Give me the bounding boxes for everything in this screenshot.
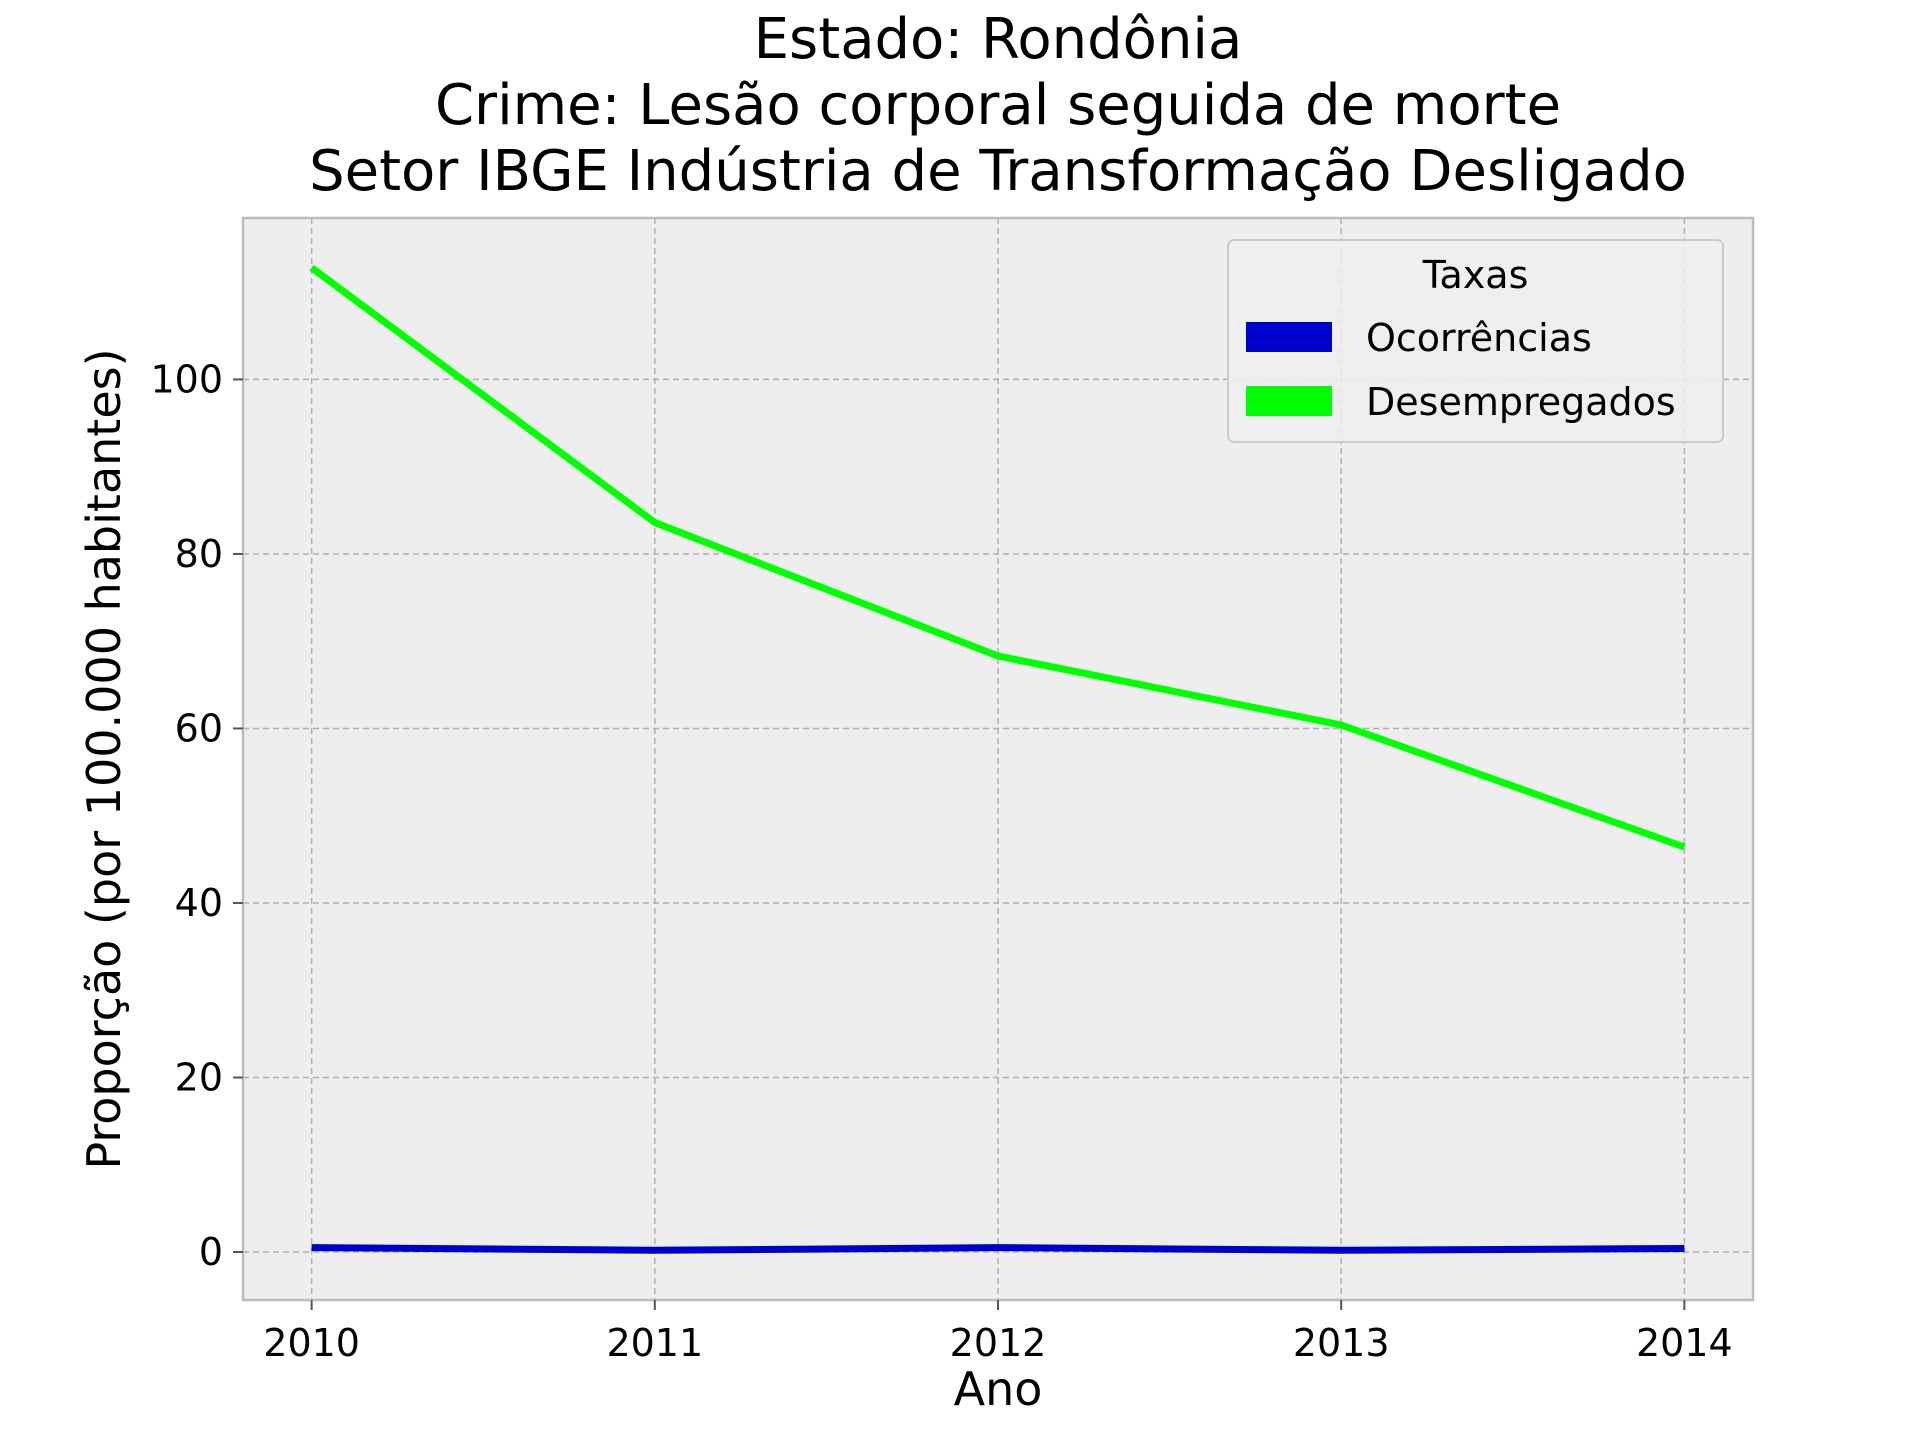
x-tick-label-2014: 2014 xyxy=(1636,1321,1733,1365)
legend-swatch-ocorrencias xyxy=(1246,322,1332,352)
x-axis-ticks: 2010 2011 2012 2013 2014 xyxy=(263,1300,1733,1365)
grid-lines xyxy=(243,218,1753,1300)
y-axis-ticks: 0 20 40 60 80 100 xyxy=(150,357,243,1274)
legend-box xyxy=(1227,239,1724,443)
series-line-ocorrencias xyxy=(311,1244,1685,1254)
legend-title: Taxas xyxy=(1422,253,1529,297)
legend-label-desempregados: Desempregados xyxy=(1366,380,1676,424)
chart-title-line-2: Crime: Lesão corporal seguida de morte xyxy=(435,73,1561,138)
y-axis-label: Proporção (por 100.000 habitantes) xyxy=(77,348,131,1169)
legend-label-ocorrencias: Ocorrências xyxy=(1366,316,1592,360)
y-tick-label-60: 60 xyxy=(175,706,223,750)
x-tick-label-2010: 2010 xyxy=(263,1321,360,1365)
y-tick-label-80: 80 xyxy=(175,532,223,576)
x-axis-label: Ano xyxy=(954,1362,1043,1416)
y-tick-label-20: 20 xyxy=(175,1055,223,1099)
y-tick-label-100: 100 xyxy=(150,357,223,401)
legend: Taxas Ocorrências Desempregados xyxy=(1227,239,1724,443)
x-tick-label-2012: 2012 xyxy=(950,1321,1047,1365)
y-tick-label-0: 0 xyxy=(199,1230,223,1274)
chart-title-line-1: Estado: Rondônia xyxy=(754,7,1243,72)
series-lines xyxy=(309,264,1686,1254)
series-line-desempregados xyxy=(309,264,1686,851)
chart-title-line-3: Setor IBGE Indústria de Transformação De… xyxy=(309,139,1687,204)
y-tick-label-40: 40 xyxy=(175,881,223,925)
legend-swatch-desempregados xyxy=(1246,386,1332,416)
x-tick-label-2011: 2011 xyxy=(606,1321,703,1365)
x-tick-label-2013: 2013 xyxy=(1293,1321,1390,1365)
